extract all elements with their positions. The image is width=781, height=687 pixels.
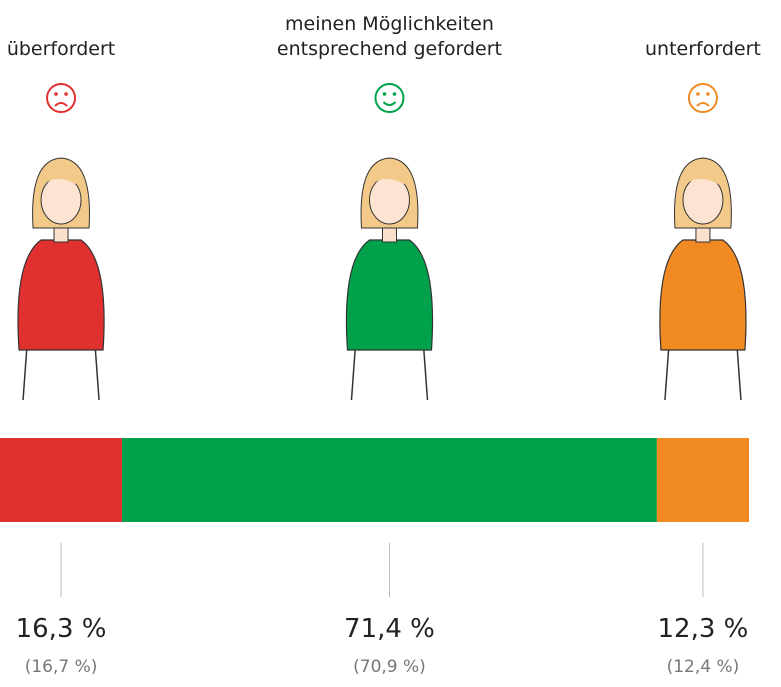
smiley-mouth [54, 102, 68, 107]
value-label-text: 71,4 % [344, 614, 435, 644]
shirt [659, 239, 747, 351]
smiley-eye [706, 92, 710, 96]
previous-value-label-text: (16,7 %) [24, 657, 98, 677]
smiley-eye [382, 92, 387, 96]
bar-segment [0, 438, 123, 522]
value-label: 71,4 % [309, 614, 469, 644]
smiley-mouth [382, 101, 397, 106]
person-illustration [345, 157, 434, 401]
shirt [345, 239, 434, 351]
smiley-eye [64, 92, 68, 96]
category-label: überfordert [0, 6, 181, 62]
previous-value-label: (12,4 %) [623, 657, 781, 677]
legs [664, 344, 742, 401]
bar-segment [122, 438, 657, 522]
previous-value-label-text: (70,9 %) [353, 657, 426, 677]
fringe [680, 172, 725, 192]
category-label-text: unterfordert [645, 38, 761, 60]
person-illustration [659, 157, 747, 401]
value-label: 12,3 % [623, 614, 781, 644]
previous-value-label: (70,9 %) [309, 657, 469, 677]
fringe [39, 172, 84, 192]
previous-value-label-text: (12,4 %) [666, 657, 740, 677]
shirt [17, 239, 105, 351]
smiley-mouth [696, 102, 710, 107]
category-label-text: überfordert [6, 38, 116, 60]
legs [22, 344, 100, 401]
smiley-face [374, 83, 405, 113]
category-label: meinen Möglichkeiten entsprechend geford… [269, 6, 509, 62]
smiley-eye [696, 92, 700, 96]
legs [350, 344, 429, 401]
smiley-face [46, 83, 77, 113]
person-illustration [17, 157, 105, 401]
value-label-text: 16,3 % [15, 614, 107, 644]
smiley-eye [392, 92, 397, 96]
fringe [367, 172, 412, 192]
value-label: 16,3 % [0, 614, 141, 644]
value-label-text: 12,3 % [657, 614, 749, 644]
smiley-face [687, 83, 718, 113]
bar-segment [656, 438, 749, 522]
previous-value-label: (16,7 %) [0, 657, 141, 677]
category-label-text: meinen Möglichkeiten entsprechend geford… [276, 13, 503, 60]
smiley-eye [54, 92, 58, 96]
category-label: unterfordert [583, 6, 781, 62]
